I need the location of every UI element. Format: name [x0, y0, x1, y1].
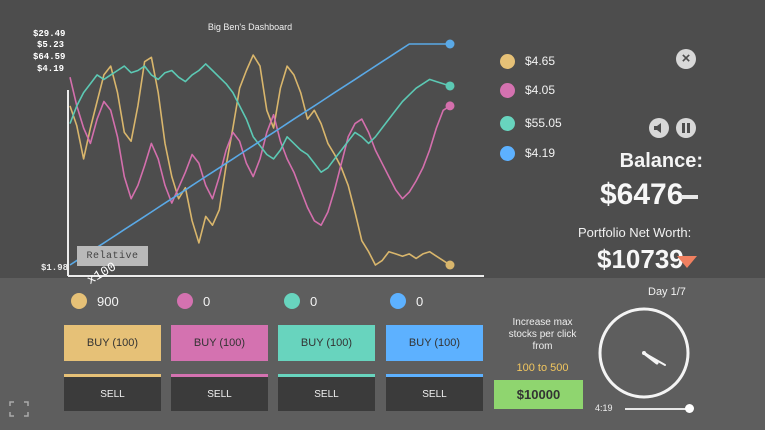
time-label: 4:19: [595, 403, 613, 413]
day-label: Day 1/7: [648, 286, 686, 298]
series-end-dot-3: [445, 39, 455, 49]
upgrade-text-line: from: [532, 341, 553, 352]
legend-item-teal: $55.05: [500, 113, 562, 133]
balance-dash: [681, 195, 698, 199]
series-end-dot-0: [445, 260, 455, 270]
legend-item-gold: $4.65: [500, 51, 555, 71]
time-slider-knob[interactable]: [685, 404, 694, 413]
relative-toggle-button[interactable]: Relative: [77, 246, 148, 266]
net-worth-value: $10739: [597, 244, 684, 274]
upgrade-range: 100 to 500: [516, 362, 569, 374]
chart-area: [0, 0, 765, 278]
balance-label: Balance:: [619, 150, 703, 172]
series-end-dot-1: [445, 101, 455, 111]
sell-button-teal[interactable]: SELL: [278, 377, 375, 411]
y-label-teal: $64.59: [33, 52, 66, 62]
sound-icon[interactable]: [649, 118, 669, 138]
holding-dot: [71, 293, 87, 309]
legend-dot: [500, 145, 515, 161]
upgrade-button[interactable]: $10000: [494, 380, 583, 409]
legend-dot: [500, 115, 515, 131]
series-line-0: [69, 54, 451, 266]
y-min-label: $1.98: [41, 263, 69, 273]
series-line-2: [69, 63, 451, 173]
upgrade-text-line: stocks per click: [508, 329, 577, 340]
series-end-dot-2: [445, 81, 455, 91]
legend-item-blue: $4.19: [500, 143, 555, 163]
holding-dot: [177, 293, 193, 309]
holding-count: 0: [310, 293, 318, 309]
legend-price: $55.05: [525, 116, 562, 130]
legend-dot: [500, 53, 515, 69]
buy-button-teal[interactable]: BUY (100): [278, 325, 375, 361]
holding-gold: 900: [71, 293, 119, 309]
y-label-blue: $4.19: [37, 64, 65, 74]
buy-button-pink[interactable]: BUY (100): [171, 325, 268, 361]
pause-icon[interactable]: [676, 118, 696, 138]
holding-dot: [390, 293, 406, 309]
legend-dot: [500, 82, 515, 98]
sell-strip-teal: [278, 374, 375, 377]
time-slider-track: [625, 408, 690, 410]
holding-teal: 0: [284, 293, 317, 309]
legend-item-pink: $4.05: [500, 80, 555, 100]
sell-button-blue[interactable]: SELL: [386, 377, 483, 411]
sell-button-pink[interactable]: SELL: [171, 377, 268, 411]
legend-price: $4.65: [525, 54, 556, 68]
y-label-pink: $5.23: [37, 40, 65, 50]
upgrade-text-line: Increase max: [512, 317, 573, 328]
trend-down-icon: [677, 256, 697, 268]
buy-button-blue[interactable]: BUY (100): [386, 325, 483, 361]
balance-value: $6476: [600, 178, 684, 211]
clock-icon: [598, 307, 690, 399]
sell-strip-blue: [386, 374, 483, 377]
sell-strip-gold: [64, 374, 161, 377]
fullscreen-icon[interactable]: [8, 400, 30, 418]
upgrade-description: Increase max stocks per click from: [495, 317, 590, 353]
holding-count: 0: [416, 293, 424, 309]
holding-count: 0: [203, 293, 211, 309]
sell-button-gold[interactable]: SELL: [64, 377, 161, 411]
series-line-1: [69, 77, 451, 226]
legend-price: $4.05: [525, 83, 556, 97]
legend-price: $4.19: [525, 146, 556, 160]
sell-strip-pink: [171, 374, 268, 377]
holding-dot: [284, 293, 300, 309]
net-worth-label: Portfolio Net Worth:: [578, 225, 692, 240]
holding-count: 900: [97, 293, 119, 309]
series-line-3: [69, 43, 450, 266]
holding-pink: 0: [177, 293, 210, 309]
y-label-gold: $29.49: [33, 29, 66, 39]
close-icon[interactable]: ×: [676, 49, 696, 69]
holding-blue: 0: [390, 293, 423, 309]
chart-title: Big Ben's Dashboard: [207, 22, 293, 32]
buy-button-gold[interactable]: BUY (100): [64, 325, 161, 361]
